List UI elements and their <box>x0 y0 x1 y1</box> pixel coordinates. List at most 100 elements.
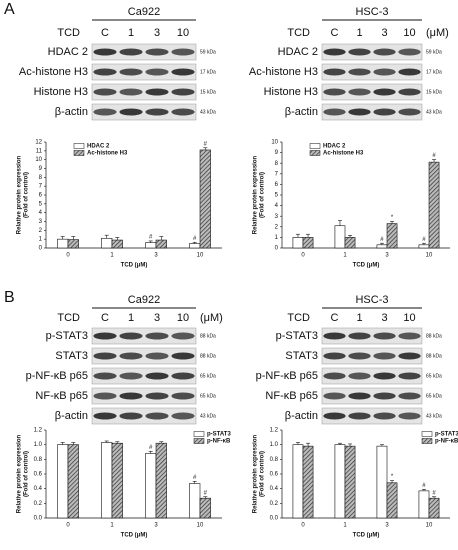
band <box>119 108 143 116</box>
band <box>145 48 169 56</box>
significance-mark: # <box>432 153 436 159</box>
bar <box>292 237 304 249</box>
row-label: HDAC 2 <box>48 46 88 58</box>
x-tick-label: 3 <box>154 523 158 529</box>
size-label: 88 kDa <box>200 333 216 339</box>
y-tick-label: 8 <box>275 161 279 167</box>
cell-line: Ca922 <box>128 6 160 18</box>
lane-label: C <box>101 27 109 39</box>
band <box>119 48 143 56</box>
bar <box>376 244 388 249</box>
band <box>373 412 396 420</box>
bar <box>428 161 440 249</box>
size-label: 43 kDa <box>426 413 442 419</box>
blot-strip <box>91 367 197 385</box>
band <box>93 108 117 116</box>
band <box>171 352 195 360</box>
bar <box>334 225 346 249</box>
bar <box>57 444 69 519</box>
significance-mark: # <box>422 483 426 489</box>
x-tick-label: 10 <box>426 523 433 529</box>
band <box>323 392 346 400</box>
band <box>398 88 421 96</box>
band <box>348 412 371 420</box>
lane-label: 10 <box>403 27 415 39</box>
legend-label: Ac-histone H3 <box>87 151 128 157</box>
significance-mark: # <box>204 141 208 147</box>
band <box>145 332 169 340</box>
legend-label: HDAC 2 <box>323 144 346 150</box>
size-label: 43 kDa <box>200 109 216 115</box>
bar <box>155 442 167 519</box>
significance-mark: # <box>204 490 208 496</box>
band <box>171 88 195 96</box>
lane-label: 1 <box>128 312 134 324</box>
y-axis-label: Relative protein expression <box>17 434 23 513</box>
y-tick-label: 6 <box>39 193 43 199</box>
bar <box>428 497 440 519</box>
lane-label: 10 <box>403 312 415 324</box>
x-tick-label: 10 <box>426 253 433 259</box>
band <box>323 88 346 96</box>
significance-mark: # <box>432 490 436 496</box>
band <box>171 372 195 380</box>
blot-strip <box>91 43 197 61</box>
treatment-label: TCD <box>287 27 310 39</box>
size-label: 59 kDa <box>200 49 216 55</box>
legend-label: p-NF-κB <box>207 439 231 445</box>
blot-strip <box>321 407 423 425</box>
size-label: 43 kDa <box>426 109 442 115</box>
bar <box>344 445 356 519</box>
bar <box>386 223 398 249</box>
y-tick-label: 6 <box>275 182 279 188</box>
y-tick-label: 0.8 <box>270 457 279 463</box>
y-tick-label: 4 <box>39 210 43 216</box>
significance-mark: # <box>380 237 384 243</box>
x-tick-label: 3 <box>385 523 389 529</box>
y-tick-label: 9 <box>275 150 279 156</box>
legend-swatch <box>309 150 321 156</box>
unit: (μM) <box>426 27 449 39</box>
bar <box>199 149 211 249</box>
band <box>398 412 421 420</box>
bar <box>386 482 398 519</box>
y-tick-label: 1.2 <box>270 428 279 434</box>
significance-mark: # <box>193 475 197 481</box>
x-tick-label: 1 <box>343 523 347 529</box>
legend-label: Ac-histone H3 <box>323 151 364 157</box>
size-label: 17 kDa <box>200 69 216 75</box>
y-tick-label: 3 <box>39 219 43 225</box>
bar <box>101 237 113 249</box>
band <box>373 332 396 340</box>
x-tick-label: 0 <box>66 253 70 259</box>
cell-line: HSC-3 <box>355 6 388 18</box>
band <box>93 392 117 400</box>
blot-strip <box>91 407 197 425</box>
blot-strip <box>321 327 423 345</box>
blot-strip <box>321 43 423 61</box>
row-label: p-NF-κB p65 <box>26 370 88 382</box>
y-axis-label: Relative protein expression <box>17 155 23 234</box>
y-tick-label: 0.0 <box>34 516 43 522</box>
x-tick-label: 0 <box>301 523 305 529</box>
size-label: 88 kDa <box>200 353 216 359</box>
band <box>171 48 195 56</box>
size-label: 65 kDa <box>426 373 442 379</box>
treatment-label: TCD <box>287 312 310 324</box>
y-tick-label: 1.2 <box>34 428 43 434</box>
size-label: 59 kDa <box>426 49 442 55</box>
band <box>348 88 371 96</box>
y-axis-label: (Fold of control) <box>24 172 30 218</box>
bar <box>418 490 430 519</box>
legend-swatch <box>73 150 85 156</box>
band <box>373 352 396 360</box>
y-tick-label: 0.6 <box>34 472 43 478</box>
legend-label: HDAC 2 <box>87 144 110 150</box>
row-label: NF-κB p65 <box>265 390 318 402</box>
band <box>171 392 195 400</box>
bar <box>145 242 157 249</box>
cell-line: Ca922 <box>128 294 160 306</box>
blot-strip <box>321 63 423 81</box>
treatment-label: TCD <box>57 27 80 39</box>
